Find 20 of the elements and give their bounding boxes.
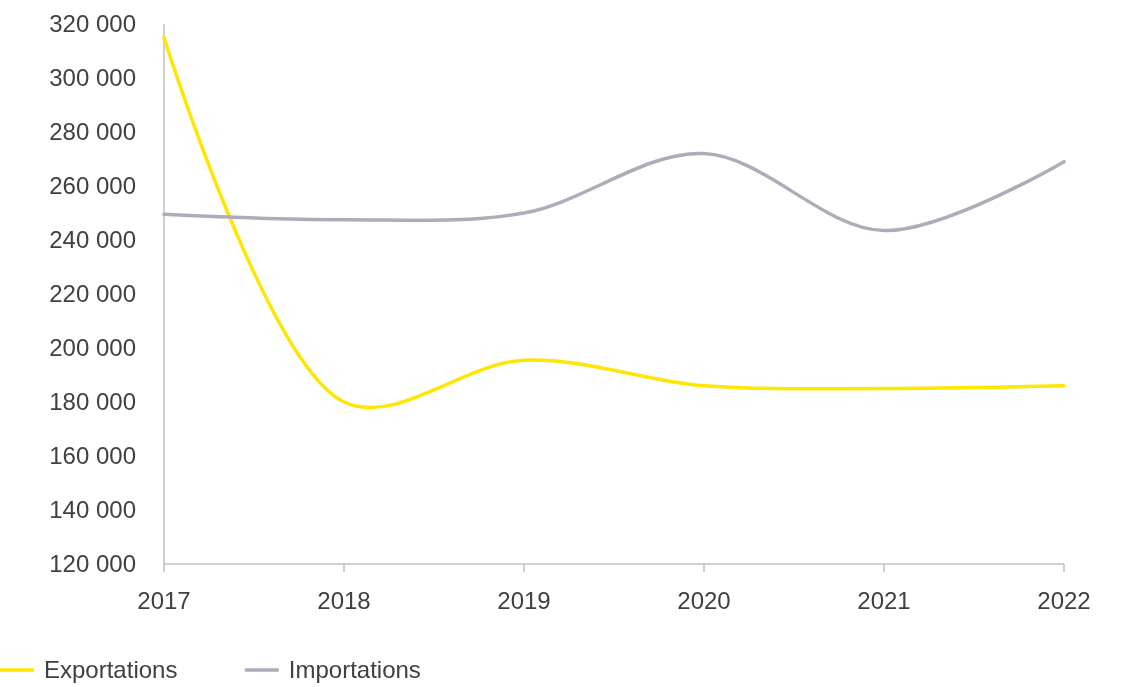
x-tick-label: 2020: [677, 587, 731, 614]
y-tick-label: 120 000: [49, 550, 136, 578]
legend-label: Exportations: [44, 656, 178, 684]
y-tick-label: 180 000: [49, 388, 136, 416]
y-tick-label: 160 000: [49, 442, 136, 470]
y-tick-label: 140 000: [49, 496, 136, 524]
y-tick-label: 220 000: [49, 280, 136, 308]
y-tick-label: 260 000: [49, 172, 136, 200]
x-tick-label: 2019: [497, 587, 551, 614]
y-tick-label: 300 000: [49, 64, 136, 92]
x-tick-label: 2018: [317, 587, 371, 614]
line-series: [162, 151, 1066, 233]
x-tick-label: 2021: [857, 587, 911, 614]
y-tick-label: 320 000: [49, 10, 136, 38]
y-tick-label: 200 000: [49, 334, 136, 362]
x-tick-label: 2017: [137, 587, 191, 614]
y-tick-label: 240 000: [49, 226, 136, 254]
y-tick-label: 280 000: [49, 118, 136, 146]
legend-label: Importations: [288, 656, 421, 684]
x-tick-label: 2022: [1037, 587, 1091, 614]
